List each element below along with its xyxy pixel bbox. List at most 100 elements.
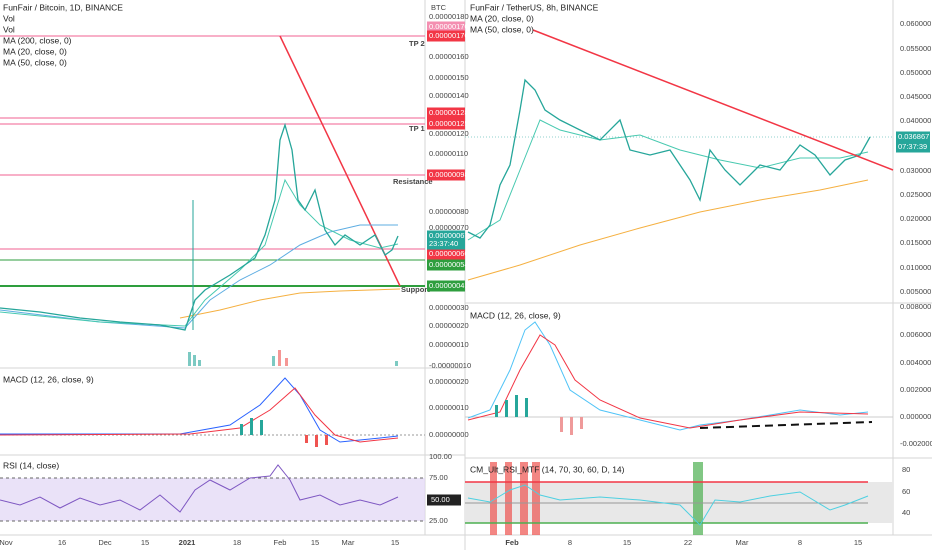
price-axis-label: 0.00000120: [429, 129, 469, 138]
price-tag: 0.036867: [898, 132, 929, 141]
price-axis-label: 0.00000070: [429, 223, 469, 232]
price-axis-label: 0.045000: [900, 92, 931, 101]
price-tag-bg: [427, 169, 465, 181]
price-tag-bg: [427, 30, 465, 42]
left-legend: Vol: [3, 24, 15, 34]
rsi-tag: 50.00: [431, 495, 450, 504]
macd-axis-label: 0.004000: [900, 358, 931, 367]
price-tag-bg: [427, 230, 465, 242]
price-tag: 0.00000041: [429, 281, 469, 290]
price-axis-label: 0.005000: [900, 287, 931, 296]
x-axis-label: 16: [58, 538, 66, 547]
macd-axis-label: -0.002000: [900, 439, 932, 448]
time-tag: 07:37:39: [898, 142, 927, 151]
price-tag-bg: [427, 248, 465, 260]
x-axis-label: 15: [854, 538, 862, 547]
macd-axis-label: 0.00000010: [429, 403, 469, 412]
rsi-axis-label: 75.00: [429, 473, 448, 482]
x-axis-label: Nov: [0, 538, 13, 547]
rsi-axis-label: 80: [902, 465, 910, 474]
level-label: TP 1: [409, 124, 425, 133]
price-axis-label: 0.055000: [900, 44, 931, 53]
left-rsi-label: RSI (14, close): [3, 460, 59, 470]
level-label: Resistance: [393, 177, 433, 186]
price-tag: 0.00000060: [429, 249, 469, 258]
x-axis-label: 15: [391, 538, 399, 547]
price-axis-label: 0.00000160: [429, 52, 469, 61]
x-axis-label: 15: [311, 538, 319, 547]
price-axis-label: 0.060000: [900, 19, 931, 28]
macd-axis-label: 0.002000: [900, 385, 931, 394]
right-ma50: [467, 179, 869, 281]
x-axis-label: 15: [141, 538, 149, 547]
x-axis-label: Mar: [736, 538, 749, 547]
right-rsi-label: CM_Ult_RSI_MTF (14, 70, 30, 60, D, 14): [470, 464, 625, 474]
rsi-axis-label: 60: [902, 487, 910, 496]
macd-axis-label: 0.00000000: [429, 430, 469, 439]
x-axis-label: Mar: [342, 538, 355, 547]
right-macd-label: MACD (12, 26, close, 9): [470, 310, 561, 320]
volume-axis-label: -0.00000010: [429, 361, 471, 370]
price-axis-label: 0.00000180: [429, 12, 469, 21]
left-legend: MA (200, close, 0): [3, 35, 72, 45]
left-price: [0, 122, 399, 331]
right-legend: MA (20, close, 0): [470, 13, 534, 23]
right-macd: [465, 321, 893, 435]
price-tag: 0.00000125: [429, 119, 469, 128]
left-legend: MA (20, close, 0): [3, 46, 67, 56]
price-tag-bg: [427, 107, 465, 119]
right-ma20: [467, 119, 869, 241]
price-tag-bg: [896, 131, 930, 143]
price-tag-bg: [427, 280, 465, 292]
x-axis-label: 8: [568, 538, 572, 547]
x-axis-label: Feb: [274, 538, 287, 547]
price-axis-label: 0.00000150: [429, 73, 469, 82]
price-tag: 0.00000067: [429, 231, 469, 240]
price-axis-label: 0.00000110: [429, 149, 468, 158]
left-title: FunFair / Bitcoin, 1D, BINANCE: [3, 2, 123, 12]
volume-axis-label: 0.00000020: [429, 321, 469, 330]
price-axis-label: 0.010000: [900, 263, 931, 272]
left-macd: [0, 377, 425, 447]
right-title: FunFair / TetherUS, 8h, BINANCE: [470, 2, 599, 12]
price-axis-label: 0.050000: [900, 68, 931, 77]
left-ma50: [0, 224, 398, 329]
macd-axis-label: 0.008000: [900, 302, 931, 311]
left-rsi: [0, 464, 425, 522]
price-tag: 0.00000098: [429, 170, 469, 179]
x-axis-label: 2021: [179, 538, 196, 547]
level-label: TP 2: [409, 39, 425, 48]
price-tag-bg: [427, 21, 465, 33]
right-price: [467, 78, 871, 239]
rsi-tag-bg: [427, 494, 461, 506]
left-ma200: [179, 288, 401, 319]
volume-axis-label: 0.00000010: [429, 340, 469, 349]
x-axis-label: 22: [684, 538, 692, 547]
left-legend: MA (50, close, 0): [3, 57, 67, 67]
x-axis-label: 8: [798, 538, 802, 547]
price-axis-label: 0.00000140: [429, 91, 469, 100]
x-axis-label: Feb: [505, 538, 519, 547]
volume-axis-label: 0.00000030: [429, 303, 469, 312]
x-axis-label: 15: [623, 538, 631, 547]
right-trendline: [532, 29, 894, 171]
time-tag-bg: [896, 141, 930, 153]
price-axis-label: 0.040000: [900, 116, 931, 125]
left-legend: Vol: [3, 13, 15, 23]
price-tag-bg: [427, 118, 465, 130]
right-rsi: [465, 462, 893, 535]
left-macd-label: MACD (12, 26, close, 9): [3, 374, 94, 384]
x-axis-label: Dec: [98, 538, 112, 547]
price-axis-label: 0.020000: [900, 214, 931, 223]
price-tag: 0.00000128: [429, 108, 469, 117]
price-axis-label: 0.00000080: [429, 207, 469, 216]
rsi-axis-label: 25.00: [429, 516, 448, 525]
price-tag: 0.00000170: [429, 31, 469, 40]
rsi-axis-label: 40: [902, 508, 910, 517]
time-tag: 23:37:40: [429, 239, 458, 248]
price-tag-bg: [427, 259, 465, 271]
x-axis-label: 18: [233, 538, 241, 547]
rsi-axis-label: 100.00: [429, 452, 452, 461]
